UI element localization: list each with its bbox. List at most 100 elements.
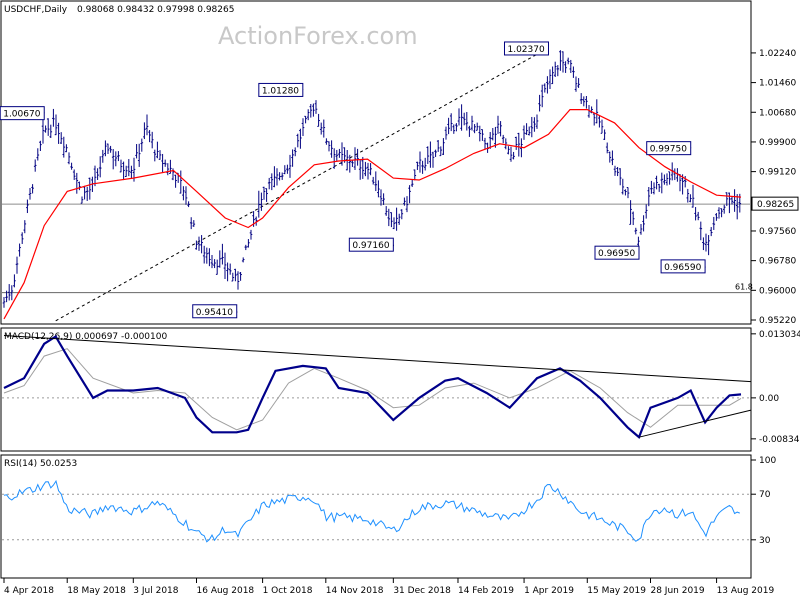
x-axis: 4 Apr 2018 18 May 2018 3 Jul 2018 16 Aug 20… bbox=[3, 578, 775, 596]
price-bar bbox=[397, 213, 401, 225]
rsi-line bbox=[3, 479, 740, 543]
price-bar bbox=[283, 165, 287, 175]
price-bar bbox=[559, 50, 562, 71]
price-bar bbox=[660, 172, 664, 194]
price-bar bbox=[59, 132, 63, 144]
price-bar bbox=[408, 185, 411, 204]
price-bar bbox=[226, 262, 229, 282]
price-bar bbox=[306, 109, 310, 121]
price-bar bbox=[499, 121, 502, 137]
price-bar bbox=[512, 151, 515, 160]
price-bar bbox=[650, 180, 653, 194]
price-bar bbox=[405, 196, 409, 213]
price-bar bbox=[460, 104, 463, 131]
price-bar bbox=[65, 144, 68, 153]
price-bar bbox=[707, 235, 710, 256]
price-y-tick-label: 1.01460 bbox=[759, 79, 796, 89]
price-bar bbox=[735, 194, 739, 220]
price-bar bbox=[244, 244, 248, 251]
rsi-y-tick-label: 70 bbox=[759, 490, 771, 500]
price-bar bbox=[150, 131, 154, 149]
x-tick-label: 18 May 2018 bbox=[67, 586, 126, 596]
price-bar bbox=[514, 136, 518, 150]
price-bar bbox=[442, 138, 445, 156]
price-bar bbox=[431, 151, 435, 168]
price-bar bbox=[457, 108, 461, 126]
macd-trendline bbox=[3, 334, 752, 383]
annotation-box bbox=[503, 41, 549, 56]
price-bar bbox=[301, 118, 305, 136]
annotation-label: 0.95410 bbox=[196, 308, 233, 318]
price-bar bbox=[338, 148, 341, 158]
price-bar bbox=[631, 211, 635, 226]
price-bar bbox=[715, 213, 718, 221]
price-bar bbox=[124, 165, 128, 178]
price-bar bbox=[236, 271, 240, 290]
price-bar bbox=[70, 162, 73, 170]
price-bar bbox=[158, 150, 162, 160]
price-bar bbox=[387, 208, 391, 227]
price-bar bbox=[533, 117, 536, 132]
price-bar bbox=[384, 206, 388, 216]
price-bar bbox=[15, 256, 19, 274]
price-bar bbox=[36, 148, 40, 161]
current-price-label: 0.98265 bbox=[757, 200, 794, 210]
price-bar bbox=[501, 134, 505, 144]
price-bar bbox=[475, 122, 479, 131]
price-bar bbox=[652, 182, 656, 195]
price-bar bbox=[444, 126, 448, 140]
price-bar bbox=[213, 259, 216, 269]
price-bar bbox=[353, 147, 357, 171]
price-bar bbox=[205, 247, 209, 264]
price-bar bbox=[5, 290, 8, 303]
price-bar bbox=[88, 177, 92, 200]
price-bar bbox=[421, 160, 424, 174]
price-bar bbox=[392, 217, 396, 230]
price-bar bbox=[608, 151, 612, 163]
price-bar bbox=[527, 126, 531, 136]
price-bar bbox=[148, 130, 151, 143]
price-bar bbox=[436, 140, 440, 152]
price-bar bbox=[473, 124, 476, 134]
price-bar bbox=[603, 129, 606, 140]
price-bar bbox=[83, 185, 86, 200]
price-bar bbox=[332, 148, 336, 169]
price-bar bbox=[540, 84, 544, 108]
price-bar bbox=[49, 124, 53, 138]
price-bar bbox=[254, 216, 258, 226]
price-bar bbox=[200, 235, 203, 254]
price-y-tick-label: 0.96780 bbox=[759, 257, 796, 267]
price-bar bbox=[317, 113, 320, 127]
price-y-tick-label: 0.97560 bbox=[759, 227, 796, 237]
price-bar bbox=[600, 119, 604, 134]
price-bar bbox=[366, 162, 370, 180]
price-bar bbox=[231, 272, 235, 282]
price-bar bbox=[322, 119, 326, 138]
price-bar bbox=[507, 146, 510, 155]
price-bar bbox=[621, 178, 625, 195]
price-y-tick-label: 0.95220 bbox=[759, 316, 796, 326]
price-bar bbox=[197, 236, 201, 251]
price-bar bbox=[358, 160, 362, 180]
price-bar bbox=[93, 165, 97, 187]
x-tick-label: 13 Aug 2019 bbox=[717, 586, 775, 596]
price-bar bbox=[335, 149, 339, 161]
x-tick-label: 16 Aug 2018 bbox=[197, 586, 255, 596]
price-bar bbox=[31, 184, 34, 194]
price-bar bbox=[665, 173, 669, 186]
price-bar bbox=[522, 125, 526, 140]
price-bar bbox=[712, 216, 716, 230]
x-tick-label: 1 Oct 2018 bbox=[263, 586, 313, 596]
price-bar bbox=[452, 124, 456, 134]
price-bar bbox=[156, 141, 159, 159]
price-bar bbox=[722, 204, 726, 214]
price-bar bbox=[566, 57, 570, 65]
x-tick-label: 31 Dec 2018 bbox=[393, 586, 451, 596]
price-bar bbox=[239, 271, 242, 281]
price-bar bbox=[598, 115, 601, 128]
macd-trendline bbox=[638, 409, 752, 438]
price-bar bbox=[304, 115, 307, 124]
macd-y-tick-label: 0.00 bbox=[759, 394, 779, 404]
price-bar bbox=[28, 188, 32, 200]
